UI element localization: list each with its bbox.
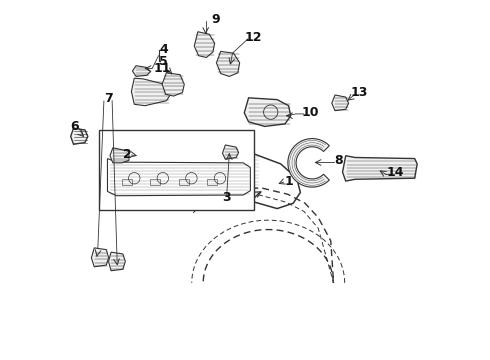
Bar	[207, 179, 218, 185]
Bar	[150, 179, 160, 185]
Bar	[161, 180, 169, 184]
Polygon shape	[343, 156, 417, 181]
Polygon shape	[131, 78, 172, 106]
Text: 8: 8	[334, 154, 343, 167]
Bar	[134, 180, 142, 184]
Text: 6: 6	[71, 120, 79, 133]
Text: 3: 3	[222, 191, 231, 204]
Text: 14: 14	[387, 166, 405, 179]
Polygon shape	[162, 73, 184, 96]
Polygon shape	[288, 139, 329, 187]
Polygon shape	[217, 51, 240, 76]
Text: 5: 5	[159, 55, 168, 68]
Polygon shape	[194, 32, 215, 58]
Polygon shape	[222, 145, 239, 159]
Polygon shape	[332, 95, 348, 111]
Text: 11: 11	[153, 62, 171, 75]
Text: 1: 1	[284, 175, 293, 188]
Polygon shape	[92, 248, 109, 267]
Bar	[188, 180, 196, 184]
Text: 7: 7	[104, 92, 113, 105]
Bar	[98, 130, 254, 210]
Text: 12: 12	[244, 31, 262, 44]
Bar	[215, 180, 222, 184]
Polygon shape	[132, 66, 150, 76]
Text: 10: 10	[301, 106, 319, 120]
Polygon shape	[110, 148, 129, 163]
Text: 4: 4	[159, 43, 168, 56]
Text: 2: 2	[123, 148, 132, 161]
Bar	[179, 179, 189, 185]
Bar	[122, 179, 132, 185]
Polygon shape	[71, 128, 88, 144]
Polygon shape	[109, 252, 125, 271]
Polygon shape	[245, 98, 291, 126]
Text: 9: 9	[211, 13, 220, 26]
Text: 13: 13	[351, 86, 368, 99]
